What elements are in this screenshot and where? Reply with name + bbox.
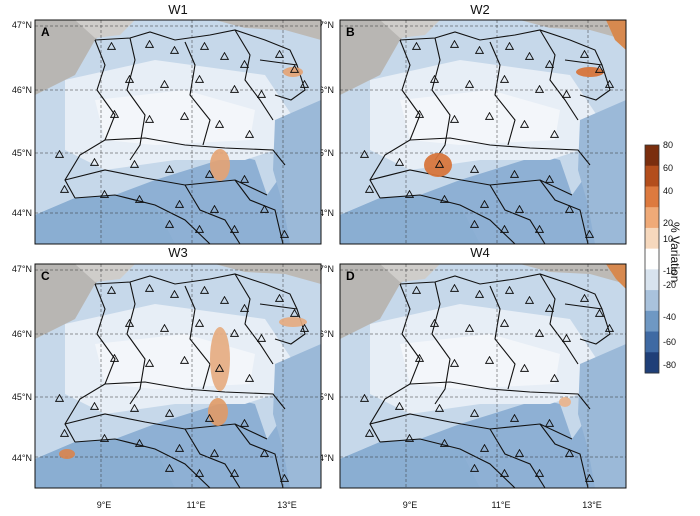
colorbar-segment xyxy=(645,207,659,229)
lat-label-47-bottom-right: 47°N xyxy=(313,264,334,274)
lat-label-47-top: 47°N xyxy=(11,20,32,30)
lat-label-46-bottom-right: 46°N xyxy=(313,329,334,339)
map-panel-b: B xyxy=(339,19,627,245)
lon-label-9-left: 9°E xyxy=(96,500,112,510)
colorbar-tick-minus80: -80 xyxy=(663,360,677,370)
colorbar-segment xyxy=(645,290,659,312)
colorbar-tick-80: 80 xyxy=(663,140,674,150)
colorbar-frame xyxy=(644,144,660,374)
lat-label-46-top-right: 46°N xyxy=(313,85,334,95)
colorbar-tick-20: 20 xyxy=(663,218,674,228)
colorbar-segment xyxy=(645,145,659,167)
lat-label-44-bottom: 44°N xyxy=(11,453,32,463)
colorbar-tick-10: 10 xyxy=(663,234,674,244)
lat-label-45-top: 45°N xyxy=(11,148,32,158)
map-panel-c: C xyxy=(34,263,322,489)
colorbar-segment xyxy=(645,165,659,187)
panel-letter-c: C xyxy=(41,269,50,283)
panel-letter-a: A xyxy=(41,25,50,39)
lon-label-11-left: 11°E xyxy=(186,500,206,510)
colorbar-title: % Variation xyxy=(668,222,682,283)
lat-label-47-top-right: 47°N xyxy=(313,20,334,30)
map-panel-a: A xyxy=(34,19,322,245)
panel-title-a: W1 xyxy=(168,2,188,17)
panel-title-c: W3 xyxy=(168,245,188,260)
lat-label-45-bottom: 45°N xyxy=(11,392,32,402)
lat-label-44-bottom-right: 44°N xyxy=(313,453,334,463)
panel-letter-d: D xyxy=(346,269,355,283)
colorbar-segment xyxy=(645,248,659,270)
colorbar-segment xyxy=(645,269,659,291)
colorbar-tick-minus40: -40 xyxy=(663,312,677,322)
lat-label-45-top-right: 45°N xyxy=(313,148,334,158)
colorbar-tick-60: 60 xyxy=(663,163,674,173)
lon-label-13-left: 13°E xyxy=(277,500,297,510)
lon-label-13-right: 13°E xyxy=(582,500,602,510)
lon-label-11-right: 11°E xyxy=(491,500,511,510)
lon-label-9-right: 9°E xyxy=(402,500,418,510)
colorbar-segment xyxy=(645,227,659,250)
lat-label-44-top-right: 44°N xyxy=(313,208,334,218)
lat-label-46-top: 46°N xyxy=(11,85,32,95)
map-panel-d: D xyxy=(339,263,627,489)
colorbar-segment xyxy=(645,310,659,333)
colorbar-segment xyxy=(645,331,659,353)
panel-title-d: W4 xyxy=(470,245,490,260)
colorbar-tick-minus10: -10 xyxy=(663,266,677,276)
colorbar-tick-minus60: -60 xyxy=(663,337,677,347)
panel-letter-b: B xyxy=(346,25,355,39)
lat-label-47-bottom: 47°N xyxy=(11,264,32,274)
colorbar-segment xyxy=(645,352,659,374)
lat-label-44-top: 44°N xyxy=(11,208,32,218)
colorbar-tick-40: 40 xyxy=(663,186,674,196)
lat-label-45-bottom-right: 45°N xyxy=(313,392,334,402)
colorbar-tick-minus20: -20 xyxy=(663,280,677,290)
lat-label-46-bottom: 46°N xyxy=(11,329,32,339)
colorbar-segment xyxy=(645,186,659,208)
colorbar xyxy=(644,144,660,374)
panel-title-b: W2 xyxy=(470,2,490,17)
